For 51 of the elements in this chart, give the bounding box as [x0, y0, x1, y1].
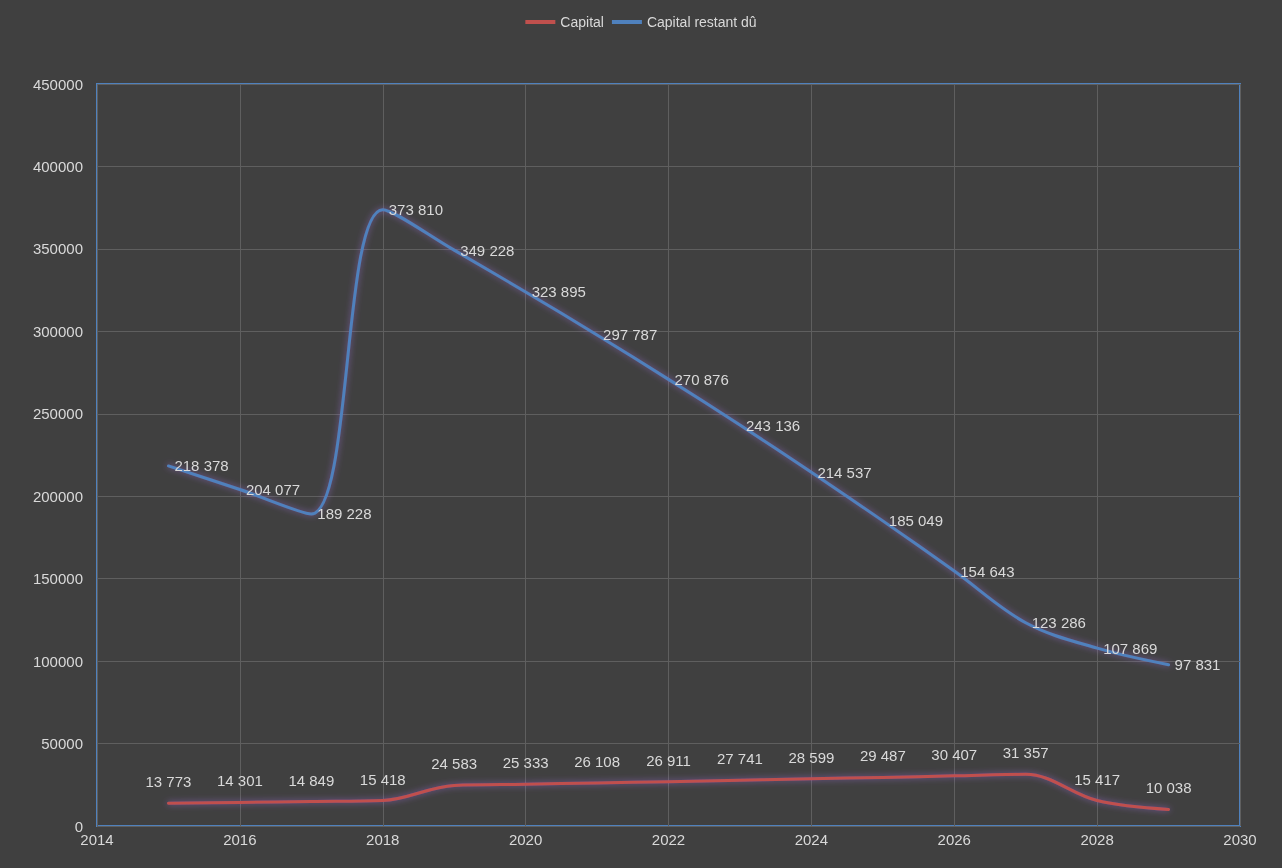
data-label: 15 417: [1074, 770, 1121, 788]
x-tick-label: 2030: [1223, 831, 1257, 848]
x-tick-label: 2026: [937, 831, 971, 848]
x-tick-label: 2020: [508, 831, 543, 848]
data-label: 30 407: [931, 745, 978, 763]
y-tick-label: 50000: [41, 735, 83, 753]
y-tick-label: 200000: [32, 487, 83, 505]
data-label: 10 038: [1145, 779, 1192, 797]
data-label: 25 333: [502, 754, 549, 772]
y-tick-label: 0: [74, 817, 83, 835]
data-label: 26 108: [574, 752, 621, 770]
x-tick-label: 2022: [651, 831, 686, 848]
y-tick-label: 450000: [32, 75, 83, 93]
data-label: 243 136: [745, 416, 801, 434]
data-label: 24 583: [431, 755, 478, 773]
x-tick-label: 2024: [794, 831, 829, 848]
data-label: 297 787: [603, 326, 658, 344]
y-tick-label: 300000: [32, 322, 83, 340]
data-label: 154 643: [960, 562, 1015, 580]
data-label: 204 077: [245, 481, 301, 498]
data-label: 31 357: [1002, 744, 1049, 762]
legend-label: Capital restant dû: [646, 14, 757, 30]
data-label: 373 810: [388, 201, 443, 219]
data-label: 14 301: [216, 772, 263, 790]
data-label: 323 895: [531, 283, 586, 301]
data-label: 107 869: [1103, 639, 1158, 657]
data-label: 29 487: [859, 747, 906, 765]
data-label: 270 876: [674, 370, 729, 388]
data-label: 123 286: [1031, 614, 1086, 632]
data-label: 185 049: [888, 512, 944, 530]
x-tick-label: 2018: [366, 831, 400, 848]
data-label: 27 741: [716, 750, 763, 768]
data-label: 97 831: [1174, 656, 1221, 674]
y-tick-label: 250000: [32, 405, 83, 423]
data-label: 26 911: [646, 751, 691, 769]
y-tick-label: 100000: [32, 652, 83, 670]
x-tick-label: 2016: [223, 831, 257, 848]
x-tick-label: 2014: [80, 831, 114, 848]
y-tick-label: 400000: [32, 157, 83, 175]
y-tick-label: 350000: [32, 240, 83, 258]
legend-label: Capital: [560, 14, 604, 30]
data-label: 13 773: [145, 773, 192, 791]
data-label: 349 228: [460, 241, 515, 259]
data-label: 28 599: [788, 748, 835, 766]
data-label: 189 228: [317, 505, 372, 523]
y-tick-label: 150000: [32, 570, 83, 588]
x-tick-label: 2028: [1080, 831, 1114, 848]
data-label: 15 418: [359, 770, 406, 788]
data-label: 218 378: [174, 457, 229, 475]
data-label: 14 849: [288, 771, 335, 789]
data-label: 214 537: [817, 463, 872, 481]
